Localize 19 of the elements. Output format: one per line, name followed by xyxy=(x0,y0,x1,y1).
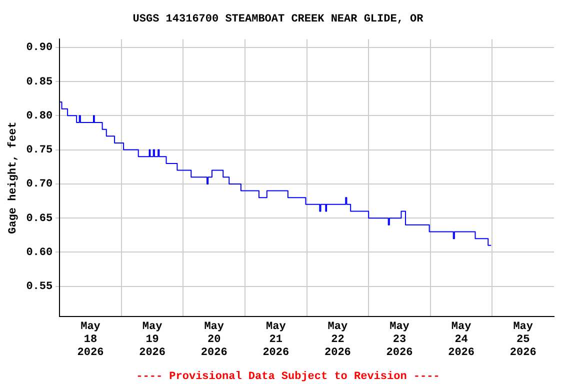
chart-title: USGS 14316700 STEAMBOAT CREEK NEAR GLIDE, OR xyxy=(132,13,424,26)
x-tick-label: May 21 2026 xyxy=(262,320,290,360)
x-tick-label: May 25 2026 xyxy=(510,320,536,360)
x-tick-label: May 20 2026 xyxy=(200,320,228,360)
y-tick-label: 0.85 xyxy=(26,76,53,88)
x-tick-label: May 22 2026 xyxy=(324,320,351,360)
x-tick-label: May 24 2026 xyxy=(448,320,475,360)
y-axis-title: Gage height, feet xyxy=(6,122,20,234)
y-tick-label: 0.90 xyxy=(26,42,53,54)
x-tick-label: May 18 2026 xyxy=(77,320,104,360)
y-tick-label: 0.55 xyxy=(26,281,53,294)
y-tick-label: 0.80 xyxy=(26,110,53,122)
text: ---- Provisional Data Subject to Revision ---- xyxy=(136,371,440,383)
x-tick-label: May 19 2026 xyxy=(139,320,166,360)
y-tick-label: 0.60 xyxy=(26,246,53,259)
y-tick-label: 0.70 xyxy=(26,178,53,191)
y-tick-label: 0.75 xyxy=(26,144,53,157)
x-tick-label: May 23 2026 xyxy=(386,320,413,360)
y-tick-label: 0.65 xyxy=(26,212,53,225)
